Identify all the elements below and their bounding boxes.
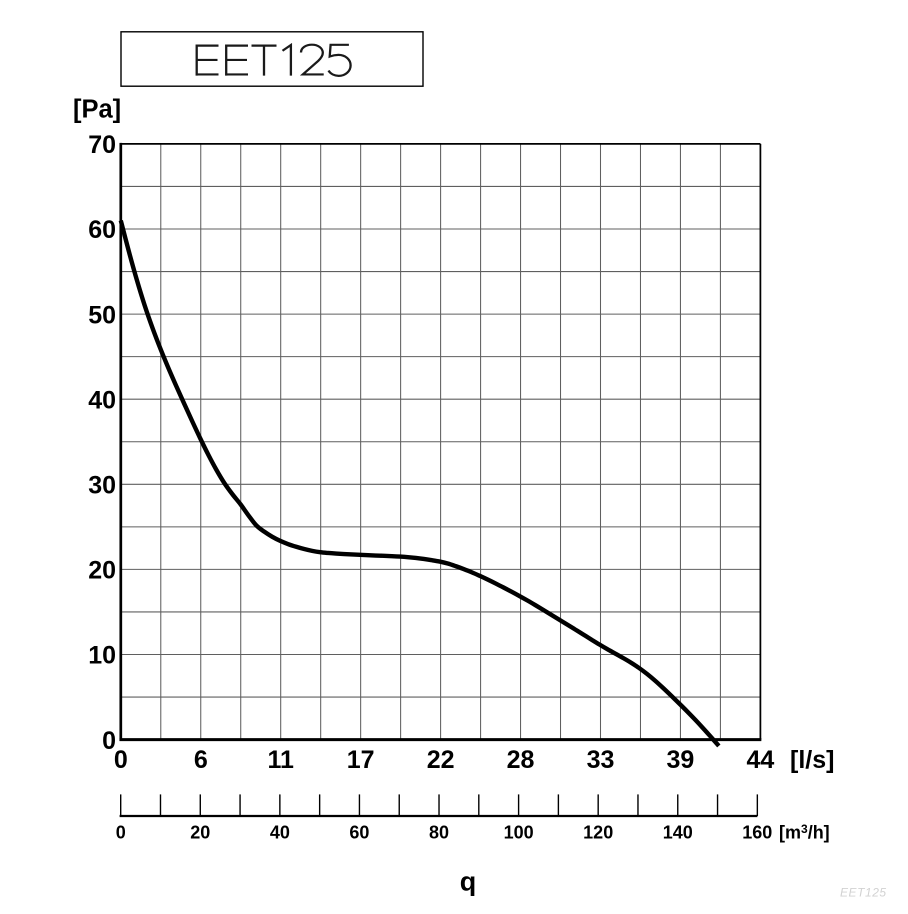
svg-text:[l/s]: [l/s] [790, 746, 834, 774]
svg-text:11: 11 [267, 746, 294, 774]
svg-text:80: 80 [429, 823, 449, 843]
svg-text:EET125: EET125 [840, 886, 887, 900]
svg-text:17: 17 [347, 746, 375, 774]
svg-text:100: 100 [504, 823, 534, 843]
svg-text:40: 40 [88, 386, 116, 414]
svg-text:60: 60 [349, 823, 369, 843]
svg-text:70: 70 [88, 131, 116, 159]
svg-text:120: 120 [583, 823, 613, 843]
svg-text:0: 0 [102, 727, 116, 755]
svg-text:39: 39 [666, 746, 694, 774]
svg-text:0: 0 [114, 746, 128, 774]
svg-text:44: 44 [746, 746, 774, 774]
svg-text:140: 140 [663, 823, 693, 843]
svg-text:50: 50 [88, 301, 116, 329]
svg-text:160: 160 [742, 823, 772, 843]
svg-text:10: 10 [88, 642, 116, 670]
svg-text:60: 60 [88, 216, 116, 244]
svg-text:0: 0 [116, 823, 126, 843]
svg-text:33: 33 [587, 746, 615, 774]
svg-text:6: 6 [194, 746, 208, 774]
svg-text:[m3/h]: [m3/h] [779, 822, 830, 843]
svg-text:20: 20 [88, 557, 116, 585]
svg-text:28: 28 [507, 746, 535, 774]
svg-text:q: q [460, 867, 477, 897]
svg-text:20: 20 [190, 823, 210, 843]
svg-text:30: 30 [88, 472, 116, 500]
svg-text:[Pa]: [Pa] [73, 96, 121, 124]
svg-text:22: 22 [427, 746, 455, 774]
svg-text:40: 40 [270, 823, 290, 843]
